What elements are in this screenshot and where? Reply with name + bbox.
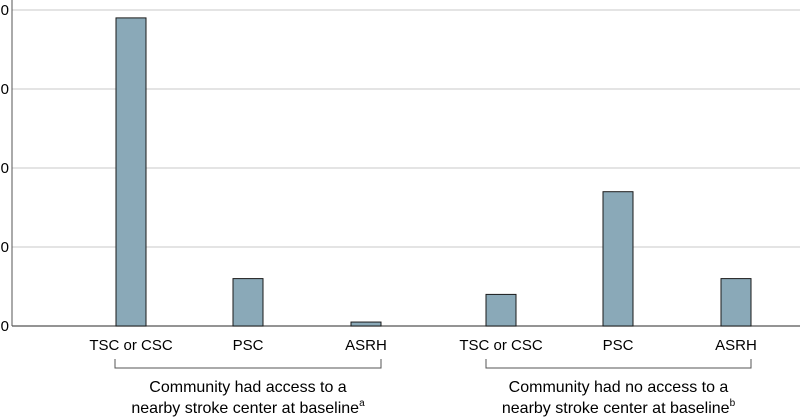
y-tick-label: 0 — [1, 2, 9, 19]
bar — [602, 191, 634, 327]
bar — [115, 17, 147, 327]
bar — [485, 293, 517, 327]
group-bracket — [485, 359, 752, 369]
group-label-text: nearby stroke center at baseline — [131, 400, 359, 417]
x-tick-label: TSC or CSC — [459, 337, 543, 354]
category-labels: TSC or CSC PSC ASRH TSC or CSC PSC ASRH — [89, 337, 757, 354]
x-tick-label: ASRH — [345, 337, 387, 354]
bar — [232, 278, 264, 327]
y-tick-label: 0 — [1, 239, 9, 256]
group-label-line1: Community had access to a — [149, 379, 347, 396]
group-bracket — [114, 359, 382, 369]
y-axis: 0 0 0 0 0 — [1, 0, 13, 335]
group-label-line2: nearby stroke center at baselineb — [502, 398, 736, 417]
x-tick-label: PSC — [603, 337, 634, 354]
group-label-text: nearby stroke center at baseline — [502, 400, 730, 417]
group-label-line1: Community had no access to a — [509, 379, 729, 396]
bars — [115, 17, 752, 327]
x-tick-label: TSC or CSC — [89, 337, 173, 354]
bar — [350, 321, 382, 327]
y-tick-label: 0 — [1, 318, 9, 335]
footnote-marker: b — [730, 398, 736, 409]
bar — [720, 278, 752, 327]
group-labels: Community had access to a nearby stroke c… — [114, 359, 752, 417]
x-tick-label: ASRH — [715, 337, 757, 354]
footnote-marker: a — [359, 398, 365, 409]
y-tick-label: 0 — [1, 160, 9, 177]
group-label-line2: nearby stroke center at baselinea — [131, 398, 365, 417]
x-tick-label: PSC — [233, 337, 264, 354]
y-tick-label: 0 — [1, 81, 9, 98]
